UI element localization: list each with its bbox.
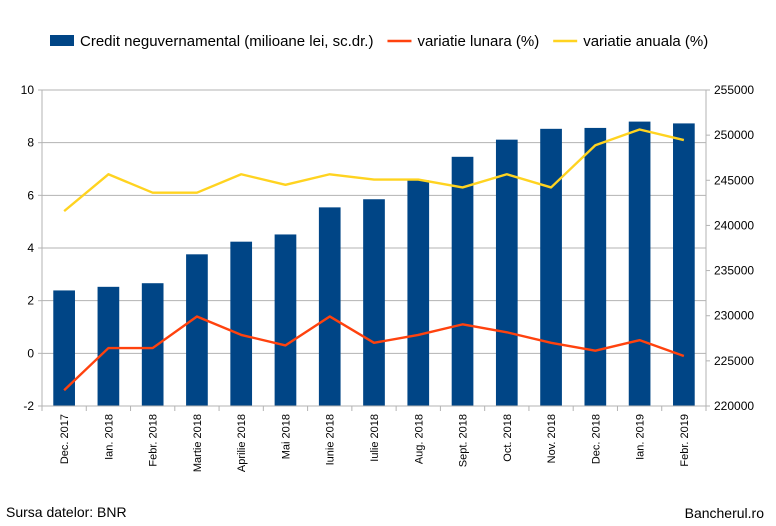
- left-tick-label: 6: [27, 188, 34, 202]
- right-tick-label: 255000: [714, 83, 754, 97]
- legend-label: Credit neguvernamental (milioane lei, sc…: [80, 33, 373, 50]
- category-label: Febr. 2018: [148, 414, 160, 467]
- category-label: Iunie 2018: [325, 414, 337, 465]
- bar: [53, 290, 75, 406]
- left-tick-label: 0: [27, 346, 34, 360]
- right-tick-label: 220000: [714, 399, 754, 413]
- source-note: Sursa datelor: BNR: [6, 504, 127, 520]
- bar-series: [53, 121, 695, 407]
- bar: [318, 207, 341, 406]
- bar: [97, 286, 120, 406]
- left-axis-ticks: 10 8 6 4 2 0 -2: [21, 83, 42, 413]
- category-label: Ian. 2018: [103, 414, 115, 460]
- category-label: Aug. 2018: [413, 414, 425, 464]
- category-label: Febr. 2019: [679, 414, 691, 467]
- series-line: [63, 315, 685, 392]
- category-label: Aprilie 2018: [236, 414, 248, 472]
- bar: [141, 283, 164, 406]
- right-tick-label: 250000: [714, 128, 754, 142]
- series-line: [63, 128, 685, 213]
- bar: [495, 139, 518, 406]
- category-label: Nov. 2018: [546, 414, 558, 463]
- bar: [274, 234, 297, 406]
- line-series: [63, 128, 685, 392]
- right-tick-label: 235000: [714, 264, 754, 278]
- right-tick-label: 225000: [714, 354, 754, 368]
- bar: [451, 156, 474, 406]
- bar: [673, 123, 695, 407]
- bar: [363, 199, 385, 406]
- category-labels: Dec. 2017 Ian. 2018 Febr. 2018 Martie 2018 A…: [59, 414, 691, 472]
- bar: [584, 127, 607, 407]
- brand-label: Bancherul.ro: [684, 505, 764, 521]
- category-label: Mai 2018: [280, 414, 292, 459]
- right-tick-label: 240000: [714, 218, 754, 232]
- left-tick-label: 8: [27, 136, 34, 150]
- right-tick-label: 230000: [714, 309, 754, 323]
- category-label: Iulie 2018: [369, 414, 381, 462]
- bar: [230, 241, 253, 406]
- left-tick-label: 4: [27, 241, 34, 255]
- category-label: Martie 2018: [192, 414, 204, 472]
- category-label: Dec. 2018: [590, 414, 602, 464]
- right-tick-label: 245000: [714, 173, 754, 187]
- category-label: Ian. 2019: [635, 414, 647, 460]
- legend-label: variatie lunara (%): [417, 33, 539, 50]
- bar: [540, 128, 562, 406]
- category-label: Sept. 2018: [458, 414, 470, 467]
- bar: [186, 254, 208, 406]
- category-label: Dec. 2017: [59, 414, 71, 464]
- right-axis-ticks: 255000 250000 245000 240000 235000 230000 2250…: [706, 83, 754, 413]
- left-tick-label: 2: [27, 294, 34, 308]
- left-tick-label: 10: [21, 83, 35, 97]
- legend-swatch: [50, 35, 74, 46]
- bar: [628, 121, 651, 406]
- chart-legend: Credit neguvernamental (milioane lei, sc…: [50, 33, 708, 50]
- left-tick-label: -2: [23, 399, 34, 413]
- bar: [407, 180, 430, 406]
- legend-label: variatie anuala (%): [583, 33, 708, 50]
- category-label: Oct. 2018: [502, 414, 514, 462]
